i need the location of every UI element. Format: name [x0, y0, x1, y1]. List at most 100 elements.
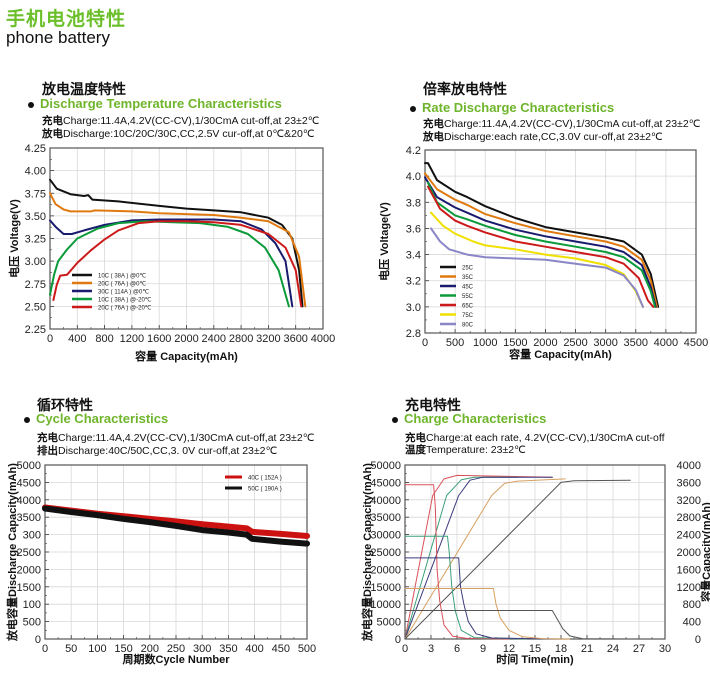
series-line-capacity-gray — [404, 479, 631, 640]
section-title-en-text: Charge Characteristics — [404, 411, 547, 426]
bullet-icon — [392, 416, 398, 423]
note-prefix: 充电 — [42, 115, 63, 127]
y-tick-label: 35000 — [370, 512, 401, 524]
y-tick-label: 30000 — [370, 530, 401, 542]
legend-label: 80C — [462, 323, 474, 329]
x-tick-label: 30 — [659, 643, 671, 655]
x-axis-label: 周期数Cycle Number — [123, 652, 231, 666]
series-line-current-gray — [404, 610, 631, 640]
x-tick-label: 9 — [480, 643, 486, 655]
y-tick-label: 5000 — [377, 617, 401, 629]
x-tick-label: 18 — [555, 643, 567, 655]
x-tick-label: 400 — [68, 333, 86, 345]
x-tick-label: 2800 — [229, 333, 253, 345]
x-tick-label: 0 — [402, 643, 408, 655]
note-prefix: 放电 — [423, 131, 444, 143]
y-axis-label: 放电容量Discharge Capacity(mAh) — [5, 463, 19, 642]
discharge-temperature-chart: 0 400 800 1200 1600 2000 2400 2800 3200 3600 4000 2… — [7, 143, 335, 363]
section-title-en-text: Rate Discharge Characteristics — [422, 100, 615, 115]
x-tick-label: 450 — [272, 643, 290, 655]
series-line-30c-114a-0- — [49, 218, 294, 308]
y-tick-label: 4000 — [17, 495, 41, 507]
discharge-note: 放电Discharge:10C/20C/30C,CC,2.5V cur-off,… — [42, 126, 315, 141]
x-tick-label: 4000 — [654, 337, 678, 349]
discharge-note: 放电Discharge:each rate,CC,3.0V cur-off,at… — [423, 129, 663, 144]
series-line-55c — [427, 181, 656, 308]
legend-label: 65C — [462, 304, 474, 310]
bullet-icon — [24, 416, 30, 423]
x-tick-label: 3500 — [624, 337, 648, 349]
section-title-en: Charge Characteristics — [392, 411, 546, 426]
x-tick-label: 1600 — [147, 333, 171, 345]
y-tick-label: 2.8 — [406, 328, 421, 340]
page-title-cn: 手机电池特性 — [6, 9, 127, 30]
series-line-current-red — [404, 484, 510, 640]
section-title-en: Cycle Characteristics — [24, 411, 168, 426]
legend-label: 55C — [462, 294, 474, 300]
y-tick-label: 3.0 — [406, 302, 421, 314]
note-text: Charge:11.4A,4.2V(CC-CV),1/30CmA cut-off… — [58, 432, 315, 444]
x-tick-label: 3 — [428, 643, 434, 655]
y-tick-label: 500 — [23, 617, 41, 629]
y-tick-label: 0 — [35, 634, 41, 646]
y-tick-label: 100 — [23, 599, 41, 611]
y-tick-label: 0 — [395, 634, 401, 646]
legend-label: 40C ( 152A ) — [248, 476, 282, 482]
y-tick-label: 2.25 — [25, 324, 46, 336]
y-right-tick-label: 2000 — [677, 547, 701, 559]
x-axis-label: 时间 Time(min) — [496, 652, 574, 666]
y-tick-label: 45000 — [370, 477, 401, 489]
y-right-tick-label: 2800 — [677, 512, 701, 524]
y-tick-label: 50000 — [370, 460, 401, 472]
y-tick-label: 15000 — [370, 582, 401, 594]
series-line-65c — [427, 185, 655, 308]
legend-label: 10C ( 38A ) @-20℃ — [98, 298, 152, 304]
y-tick-label: 3.2 — [406, 276, 421, 288]
y-right-tick-label: 1200 — [677, 582, 701, 594]
series-line-35c — [424, 172, 658, 308]
y-right-tick-label: 400 — [683, 617, 701, 629]
note-prefix: 充电 — [405, 432, 426, 444]
note-prefix: 放电 — [42, 128, 63, 140]
y-tick-label: 3.50 — [25, 211, 46, 223]
y-right-tick-label: 2400 — [677, 530, 701, 542]
series-line-current-orange — [404, 588, 571, 640]
plot-frame — [44, 464, 308, 640]
legend-label: 25C — [462, 266, 474, 272]
y-tick-label: 20000 — [370, 564, 401, 576]
x-tick-label: 1200 — [120, 333, 144, 345]
y-tick-label: 2.50 — [25, 301, 46, 313]
charge-note: 充电Charge:at each rate, 4.2V(CC-CV),1/30C… — [405, 430, 665, 445]
note-text: Discharge:each rate,CC,3.0V cur-off,at 2… — [444, 131, 663, 143]
y-tick-label: 2.75 — [25, 279, 46, 291]
x-tick-label: 2400 — [202, 333, 226, 345]
y-tick-label: 3.25 — [25, 234, 46, 246]
x-tick-label: 100 — [88, 643, 106, 655]
x-tick-label: 21 — [581, 643, 593, 655]
y-tick-label: 2500 — [17, 547, 41, 559]
x-tick-label: 200 — [141, 643, 159, 655]
x-tick-label: 12 — [503, 643, 515, 655]
y-tick-label: 3.4 — [406, 250, 421, 262]
y-tick-label: 2000 — [17, 564, 41, 576]
y-tick-label: 3.75 — [25, 188, 46, 200]
x-tick-label: 300 — [193, 643, 211, 655]
x-tick-label: 250 — [167, 643, 185, 655]
section-title-cn: 倍率放电特性 — [423, 81, 507, 97]
series-line-current-green — [404, 535, 527, 640]
y-right-tick-label: 0 — [695, 634, 701, 646]
plot-frame — [424, 149, 697, 334]
series-line-current-navy — [404, 557, 553, 640]
section-title-cn: 循环特性 — [37, 397, 93, 413]
y-tick-label: 300 — [23, 530, 41, 542]
x-tick-label: 400 — [245, 643, 263, 655]
x-tick-label: 0 — [422, 337, 428, 349]
series-line-20c-76a-20- — [52, 220, 303, 308]
x-axis-label: 容量 Capacity(mAh) — [508, 347, 612, 361]
y-tick-label: 4.2 — [406, 145, 421, 157]
note-prefix: 充电 — [37, 432, 58, 444]
note-text: Discharge:40C/50C,CC,3. 0V cur-off,at 23… — [58, 445, 278, 457]
y-right-tick-label: 3600 — [677, 477, 701, 489]
y-right-tick-label: 3200 — [677, 495, 701, 507]
rate-discharge-chart: 0 500 1000 1500 2000 2500 3000 3500 4000 4500 2.8 3… — [377, 145, 708, 361]
